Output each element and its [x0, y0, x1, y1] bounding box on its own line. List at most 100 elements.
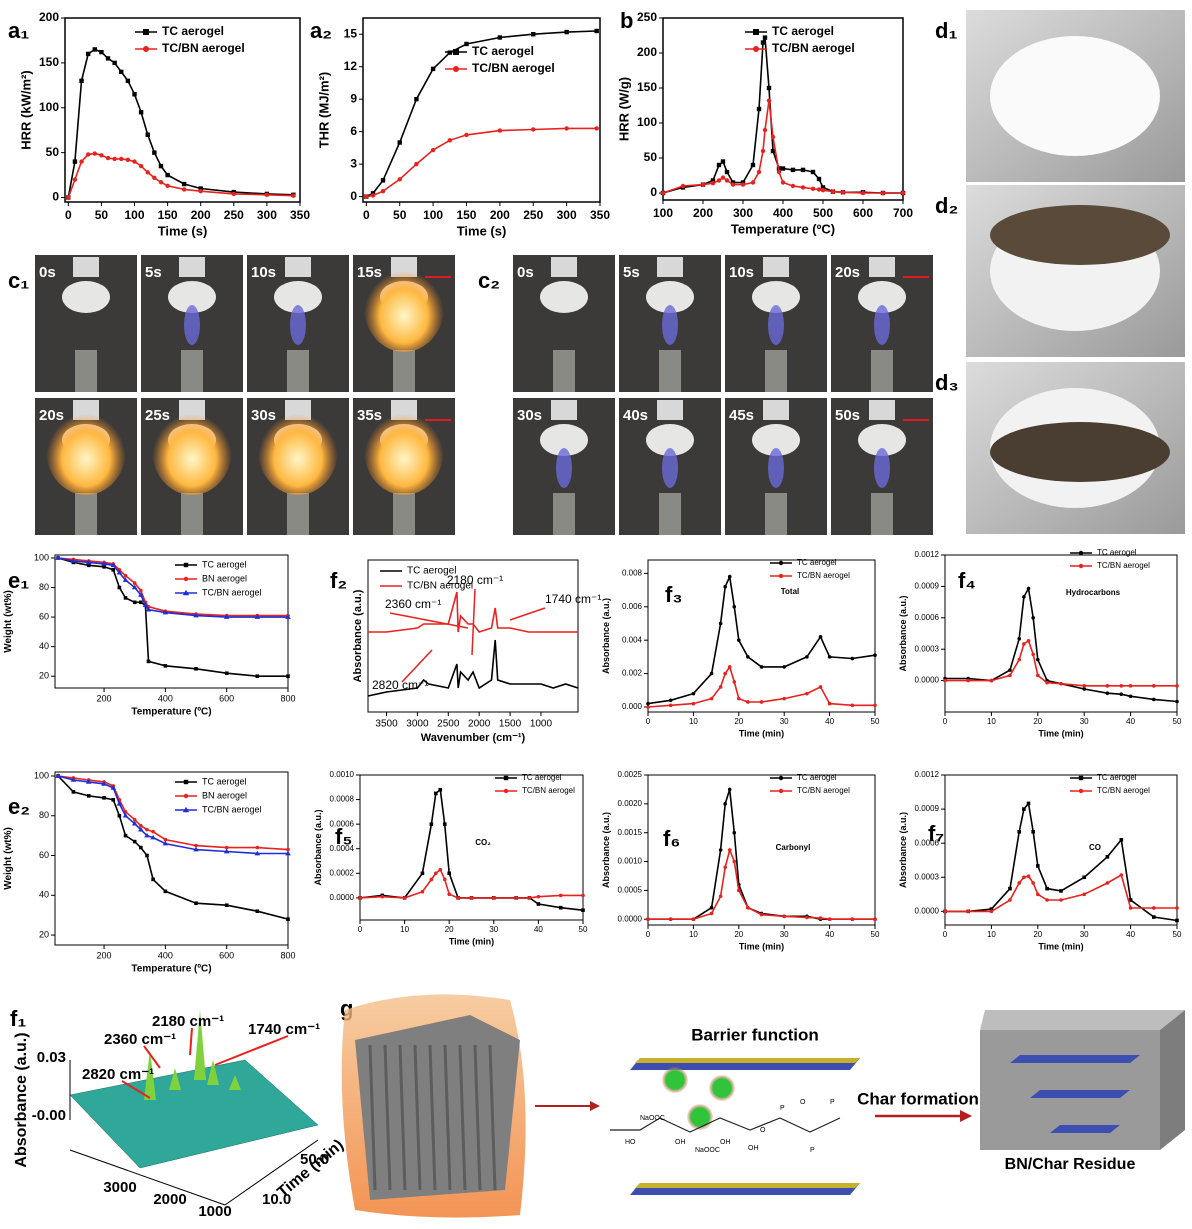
marker: [732, 680, 736, 684]
x-tick-label: 10: [400, 925, 409, 934]
legend-label: TC aerogel: [797, 558, 837, 567]
x-axis-label: Temperature (ºC): [731, 221, 835, 236]
x-tick-label: 400: [158, 950, 173, 960]
burner: [181, 350, 203, 392]
y-tick-label: 0.0025: [618, 770, 643, 779]
marker: [801, 168, 805, 172]
flame: [662, 305, 678, 345]
marker: [728, 848, 732, 852]
marker: [725, 178, 729, 182]
bn-sheet: [1050, 1125, 1120, 1133]
y-axis-label: Absorbance (a.u.): [898, 595, 908, 671]
marker: [719, 894, 723, 898]
chart-note: CO₂: [475, 838, 491, 847]
x-axis-label: Wavenumber (cm⁻¹): [421, 732, 526, 744]
marker: [447, 872, 451, 876]
x-tick-label: 700: [893, 206, 913, 220]
marker: [559, 906, 563, 910]
marker: [151, 830, 155, 834]
marker: [225, 903, 229, 907]
marker: [757, 170, 761, 174]
x-tick-label: 20: [1033, 930, 1042, 939]
x-axis-label: Time (s): [457, 223, 507, 238]
y-tick-label: 15: [344, 26, 358, 40]
marker: [746, 906, 750, 910]
x-tick-label: 40: [534, 925, 543, 934]
x-tick-label: 300: [557, 208, 577, 222]
y-tick-label: 100: [39, 100, 59, 114]
marker: [1008, 898, 1012, 902]
legend-marker: [453, 66, 459, 72]
marker: [828, 655, 832, 659]
x-tick-label: 20: [445, 925, 454, 934]
marker: [133, 581, 137, 585]
marker: [1120, 692, 1124, 696]
marker: [1120, 873, 1124, 877]
bn-sheet-top: [635, 1183, 860, 1188]
marker: [581, 894, 585, 898]
y-axis-label: Absorbance (a.u.): [601, 598, 611, 674]
x-tick-label: 0: [358, 925, 363, 934]
marker: [434, 872, 438, 876]
legend-marker: [453, 49, 459, 55]
marker: [717, 178, 721, 182]
x-tick-label: 200: [97, 950, 112, 960]
marker: [111, 798, 115, 802]
x-tick-label: 0: [646, 930, 651, 939]
marker: [1129, 906, 1133, 910]
chem-label: O: [760, 1127, 766, 1134]
marker: [381, 895, 385, 899]
marker: [256, 846, 260, 850]
z-tick-label: 0.03: [37, 1049, 66, 1066]
panel-label: c₁: [8, 268, 29, 293]
marker: [232, 192, 236, 196]
y-tick-label: 0.0003: [915, 872, 940, 881]
ion: [662, 1067, 688, 1093]
marker: [381, 189, 385, 193]
x-tick-label: 1000: [198, 1203, 231, 1220]
y-tick-label: 3: [350, 156, 357, 170]
legend-marker: [753, 29, 759, 35]
marker: [514, 896, 518, 900]
x-tick-label: 200: [490, 208, 510, 222]
legend-marker: [184, 563, 188, 567]
marker: [1036, 864, 1040, 868]
y-tick-label: 200: [637, 45, 657, 59]
x-tick-label: 40: [825, 930, 834, 939]
burner: [765, 493, 787, 535]
y-tick-label: 0.0000: [915, 906, 940, 915]
marker: [669, 699, 673, 703]
marker: [1082, 893, 1086, 897]
marker: [106, 156, 110, 160]
marker: [119, 157, 123, 161]
marker: [371, 193, 375, 197]
marker: [358, 896, 362, 900]
legend-label: TC aerogel: [522, 773, 562, 782]
marker: [692, 917, 696, 921]
marker: [87, 794, 91, 798]
annotation: 2820 cm⁻¹: [372, 678, 428, 692]
x-tick-label: 50: [393, 208, 407, 222]
y-tick-label: 0.0005: [618, 885, 643, 894]
chem-label: NaOOC: [640, 1115, 665, 1122]
marker: [1031, 653, 1035, 657]
clamp: [551, 257, 577, 277]
marker: [414, 162, 418, 166]
clamp: [551, 400, 577, 420]
marker: [721, 175, 725, 179]
marker: [861, 191, 865, 195]
legend-marker: [504, 789, 508, 793]
marker: [1082, 684, 1086, 688]
figure: 050100150200250300350050100150200Time (s…: [0, 0, 1192, 1229]
x-tick-label: 50: [871, 930, 880, 939]
marker: [781, 180, 785, 184]
marker: [464, 42, 468, 46]
marker: [124, 834, 128, 838]
x-tick-label: 30: [1080, 717, 1089, 726]
marker: [159, 164, 163, 168]
legend-label: TC aerogel: [1097, 548, 1137, 557]
marker: [746, 655, 750, 659]
marker: [1152, 698, 1156, 702]
clamp: [657, 257, 683, 277]
marker: [381, 178, 385, 182]
